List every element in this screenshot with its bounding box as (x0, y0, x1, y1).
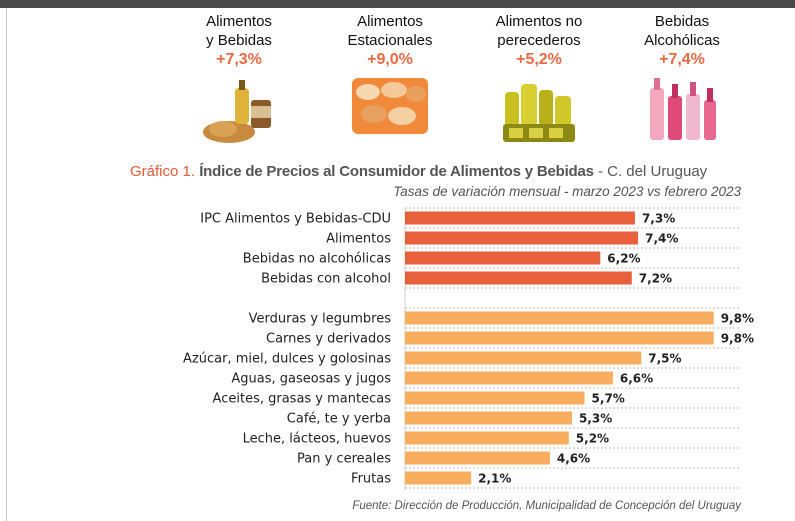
bar (405, 271, 632, 285)
category-alcoholic: Bebidas Alcohólicas +7,4% (622, 12, 742, 144)
category-label: Bebidas con alcohol (261, 272, 391, 287)
category-non-perishable: Alimentos no perecederos +5,2% (479, 12, 599, 144)
potatoes-icon (350, 74, 430, 144)
category-value: +9,0% (367, 51, 413, 68)
left-border (6, 8, 7, 521)
bar (405, 471, 472, 485)
data-label: 9,8% (721, 312, 754, 326)
bar (405, 331, 714, 345)
category-label: Carnes y derivados (266, 332, 391, 347)
data-label: 6,6% (620, 372, 653, 386)
canned-goods-icon (499, 74, 579, 144)
category-label: Alimentos (326, 232, 391, 247)
data-label: 7,4% (645, 232, 678, 246)
data-label: 5,7% (592, 392, 625, 406)
bar (405, 351, 642, 365)
bar (405, 391, 585, 405)
chart-title-main: Índice de Precios al Consumidor de Alime… (199, 163, 594, 180)
chart-title-prefix: Gráfico 1. (130, 163, 196, 180)
bar (405, 451, 550, 465)
chart-title-suffix: - C. del Uruguay (597, 163, 708, 180)
data-label: 7,2% (639, 272, 672, 286)
category-label: Verduras y legumbres (249, 312, 392, 327)
category-food-beverages: Alimentos y Bebidas +7,3% (179, 12, 299, 144)
category-label: Alimentos no perecederos (495, 13, 583, 49)
liquor-bottles-icon (642, 74, 722, 144)
category-value: +7,3% (216, 51, 262, 68)
category-label: Alimentos Estacionales (347, 13, 433, 49)
category-seasonal-food: Alimentos Estacionales +9,0% (330, 12, 450, 144)
bar (405, 231, 639, 245)
category-label: Pan y cereales (297, 452, 391, 467)
chart-subtitle: Tasas de variación mensual - marzo 2023 … (393, 184, 741, 199)
category-label: Bebidas Alcohólicas (644, 13, 720, 49)
data-label: 7,5% (648, 352, 681, 366)
bar (405, 311, 714, 325)
data-label: 4,6% (557, 452, 590, 466)
category-value: +7,4% (659, 51, 705, 68)
top-bar (0, 0, 795, 8)
category-label: Aceites, grasas y mantecas (213, 392, 392, 407)
chart-source: Fuente: Dirección de Producción, Municip… (352, 500, 741, 512)
data-label: 2,1% (478, 472, 511, 486)
bar (405, 371, 613, 385)
category-label: Café, te y yerba (287, 412, 391, 427)
data-label: 7,3% (642, 212, 675, 226)
category-label: Frutas (351, 472, 391, 487)
category-value: +5,2% (516, 51, 562, 68)
food-basket-icon (199, 74, 279, 144)
bar (405, 251, 601, 265)
category-label: Alimentos y Bebidas (206, 13, 272, 49)
category-label: Leche, lácteos, huevos (243, 432, 392, 447)
bar (405, 431, 569, 445)
data-label: 5,3% (579, 412, 612, 426)
data-label: 6,2% (607, 252, 640, 266)
bar (405, 211, 635, 225)
chart-title: Gráfico 1. Índice de Precios al Consumid… (130, 163, 707, 180)
category-label: Bebidas no alcohólicas (243, 252, 391, 267)
category-label: Azúcar, miel, dulces y golosinas (183, 352, 391, 367)
data-label: 5,2% (576, 432, 609, 446)
data-label: 9,8% (721, 332, 754, 346)
category-label: Aguas, gaseosas y jugos (231, 372, 391, 387)
category-label: IPC Alimentos y Bebidas-CDU (200, 212, 391, 227)
bar (405, 411, 572, 425)
